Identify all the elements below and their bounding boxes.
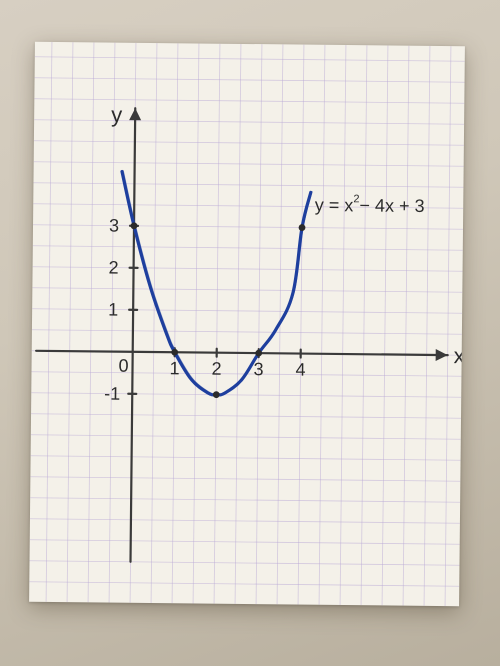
graph-paper-sheet: -112312340yx y = x2− 4x + 3 (29, 42, 465, 606)
svg-text:-1: -1 (104, 384, 120, 404)
svg-text:y = x2− 4x + 3: y = x2− 4x + 3 (315, 193, 425, 216)
formula-annotation: y = x2− 4x + 3 (315, 193, 425, 216)
axes (34, 107, 450, 565)
svg-text:3: 3 (109, 216, 119, 236)
svg-text:x: x (454, 343, 465, 368)
grid-lines (29, 42, 465, 606)
desk-surface: -112312340yx y = x2− 4x + 3 (0, 0, 500, 666)
svg-text:2: 2 (108, 258, 118, 278)
svg-text:0: 0 (118, 356, 128, 376)
tick-labels: -112312340yx (104, 102, 465, 407)
svg-text:2: 2 (211, 359, 221, 379)
svg-text:1: 1 (108, 300, 118, 320)
svg-text:4: 4 (295, 360, 305, 380)
svg-text:y: y (111, 102, 122, 127)
plot-svg: -112312340yx y = x2− 4x + 3 (29, 42, 465, 606)
